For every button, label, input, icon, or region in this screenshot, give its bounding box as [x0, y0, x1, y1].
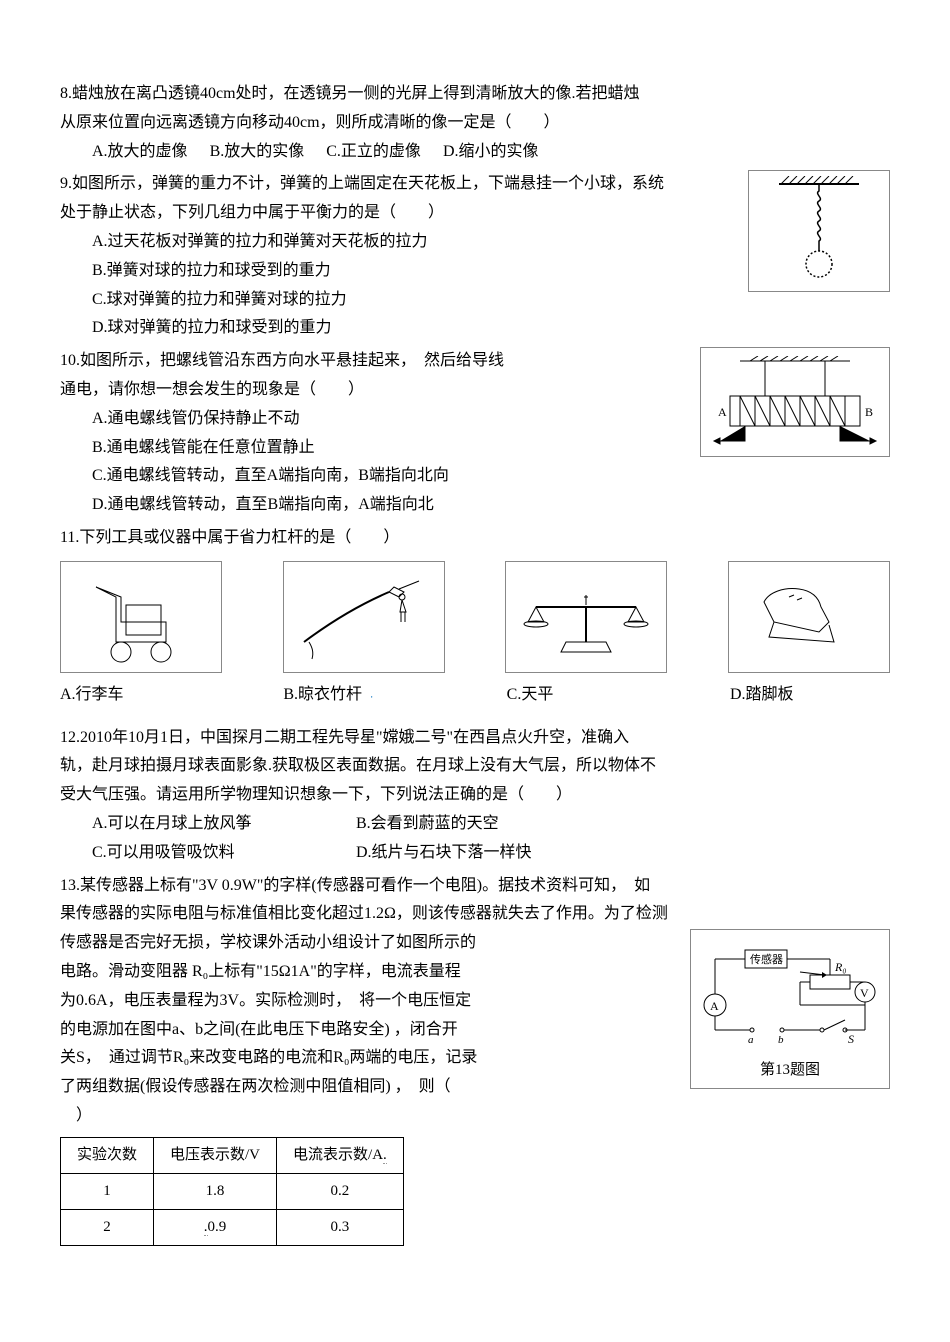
question-8: 8.蜡烛放在离凸透镜40cm处时，在透镜另一侧的光屏上得到清晰放大的像.若把蜡烛…	[60, 80, 890, 166]
q12-opt-a: A.可以在月球上放风筝	[92, 810, 352, 839]
th-current: 电流表示数/A.	[277, 1137, 404, 1173]
q8-opt-b: B.放大的实像	[210, 143, 305, 160]
svg-text:A: A	[718, 405, 727, 419]
q12-row-2: C.可以用吸管吸饮料 D.纸片与石块下落一样快	[60, 839, 890, 868]
q13-stem-2: 果传感器的实际电阻与标准值相比变化超过1.2Ω，则该传感器就失去了作用。为了检测	[60, 900, 890, 929]
q13-stem-9: ）	[60, 1102, 890, 1131]
circuit-r0-label: R₀	[834, 960, 847, 974]
svg-text:B: B	[865, 405, 873, 419]
th-trial: 实验次数	[61, 1137, 154, 1173]
q8-opt-c: C.正立的虚像	[326, 143, 421, 160]
q12-opt-b: B.会看到蔚蓝的天空	[356, 815, 499, 832]
spring-icon	[759, 176, 879, 286]
question-13: 13.某传感器上标有"3V 0.9W"的字样(传感器可看作一个电阻)。据技术资料…	[60, 872, 890, 1246]
th-voltage: 电压表示数/V	[154, 1137, 277, 1173]
cell-r2c1: 2	[61, 1209, 154, 1245]
balance-scale-icon	[516, 567, 656, 667]
q12-stem-2: 轨，赴月球拍摄月球表面影象.获取极区表面数据。在月球上没有大气层，所以物体不	[60, 752, 890, 781]
circuit-sensor-label: 传感器	[750, 953, 783, 966]
circuit-v-label: V	[860, 986, 869, 1000]
q13-data-table: 实验次数 电压表示数/V 电流表示数/A. 1 1.8 0.2 2 .0.9 0…	[60, 1137, 404, 1246]
q12-opt-c: C.可以用吸管吸饮料	[92, 839, 352, 868]
q8-stem-2: 从原来位置向远离透镜方向移动40cm，则所成清晰的像一定是（ ）	[60, 109, 890, 138]
q11-stem: 11.下列工具或仪器中属于省力杠杆的是（ ）	[60, 524, 890, 553]
figure-spring-ball	[748, 170, 890, 292]
q11-label-row: A.行李车 B.晾衣竹杆 . C.天平 D.踏脚板	[60, 681, 890, 710]
q11-figure-row	[60, 561, 890, 673]
q8-opt-a: A.放大的虚像	[92, 143, 188, 160]
circuit-s-label: S	[848, 1032, 854, 1046]
figure-solenoid: A B	[700, 347, 890, 457]
q13-stem-1: 13.某传感器上标有"3V 0.9W"的字样(传感器可看作一个电阻)。据技术资料…	[60, 872, 890, 901]
figure-circuit: 传感器 R₀ V A a b	[690, 929, 890, 1089]
q8-options: A.放大的虚像 B.放大的实像 C.正立的虚像 D.缩小的实像	[60, 138, 890, 167]
q11-opt-a: A.行李车	[60, 681, 220, 710]
solenoid-icon: A B	[710, 356, 880, 448]
figure-foot-pedal	[728, 561, 890, 673]
circuit-a-label: A	[710, 999, 719, 1013]
q11-opt-c: C.天平	[507, 681, 667, 710]
q12-row-1: A.可以在月球上放风筝 B.会看到蔚蓝的天空	[60, 810, 890, 839]
question-12: 12.2010年10月1日，中国探月二期工程先导星"嫦娥二号"在西昌点火升空，准…	[60, 724, 890, 868]
dot-mark: .	[362, 688, 373, 700]
q10-opt-c: C.通电螺线管转动，直至A端指向南，B端指向北向	[60, 462, 890, 491]
cell-r1c3: 0.2	[277, 1173, 404, 1209]
figure-luggage-cart	[60, 561, 222, 673]
q8-stem-1: 8.蜡烛放在离凸透镜40cm处时，在透镜另一侧的光屏上得到清晰放大的像.若把蜡烛	[60, 80, 890, 109]
q11-opt-d: D.踏脚板	[730, 681, 890, 710]
table-header-row: 实验次数 电压表示数/V 电流表示数/A.	[61, 1137, 404, 1173]
foot-pedal-icon	[739, 567, 879, 667]
luggage-cart-icon	[71, 567, 211, 667]
drying-pole-icon	[294, 567, 434, 667]
q12-stem-1: 12.2010年10月1日，中国探月二期工程先导星"嫦娥二号"在西昌点火升空，准…	[60, 724, 890, 753]
cell-r1c2: 1.8	[154, 1173, 277, 1209]
q11-opt-b: B.晾衣竹杆	[283, 686, 362, 703]
q12-opt-d: D.纸片与石块下落一样快	[356, 844, 532, 861]
cell-r1c1: 1	[61, 1173, 154, 1209]
circuit-a-terminal: a	[748, 1034, 754, 1046]
figure-drying-pole	[283, 561, 445, 673]
question-11: 11.下列工具或仪器中属于省力杠杆的是（ ）	[60, 524, 890, 710]
figure-circuit-caption: 第13题图	[760, 1057, 820, 1084]
q9-opt-d: D.球对弹簧的拉力和球受到的重力	[60, 314, 890, 343]
cell-r2c3: 0.3	[277, 1209, 404, 1245]
q8-opt-d: D.缩小的实像	[443, 143, 539, 160]
circuit-icon: 传感器 R₀ V A a b	[700, 935, 880, 1055]
circuit-b-terminal: b	[778, 1034, 784, 1046]
table-row: 2 .0.9 0.3	[61, 1209, 404, 1245]
figure-balance-scale	[505, 561, 667, 673]
q12-stem-3: 受大气压强。请运用所学物理知识想象一下，下列说法正确的是（ ）	[60, 781, 890, 810]
cell-r2c2: .0.9	[154, 1209, 277, 1245]
table-row: 1 1.8 0.2	[61, 1173, 404, 1209]
q10-opt-d: D.通电螺线管转动，直至B端指向南，A端指向北	[60, 491, 890, 520]
